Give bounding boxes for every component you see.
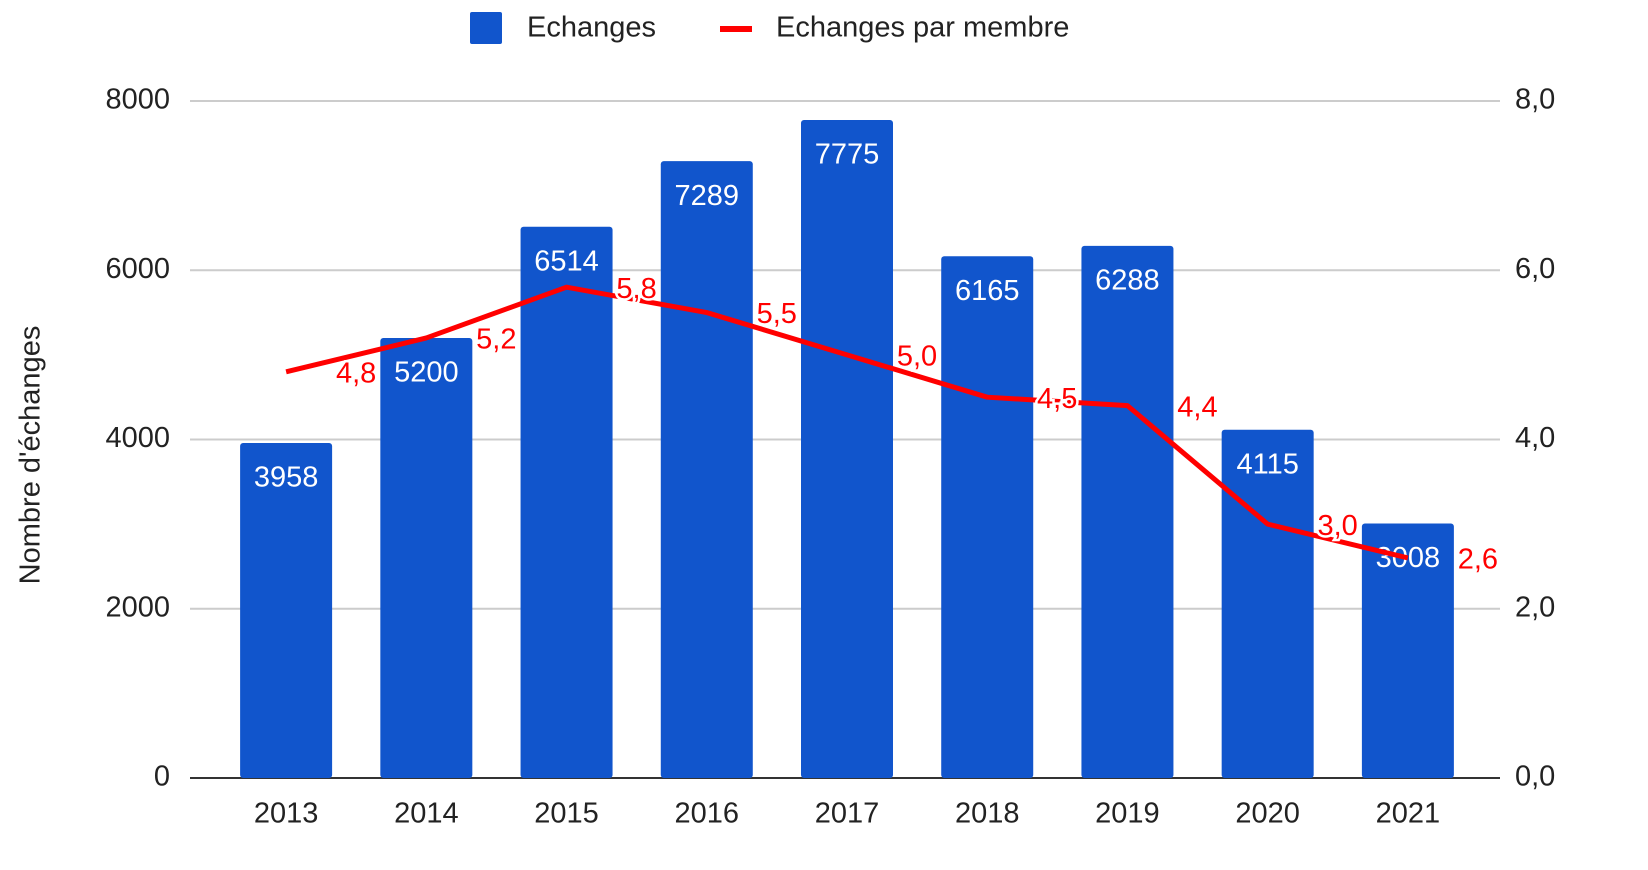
data-label: 6288 bbox=[1095, 265, 1160, 297]
y-tick-label: 0 bbox=[154, 761, 170, 793]
x-tick-label: 2018 bbox=[955, 798, 1020, 830]
x-tick-label: 2017 bbox=[815, 798, 880, 830]
bar bbox=[1081, 245, 1174, 779]
bar bbox=[1361, 523, 1454, 778]
data-label: 2,6 bbox=[1458, 544, 1498, 576]
legend-label: Echanges par membre bbox=[776, 12, 1069, 44]
x-tick-label: 2016 bbox=[675, 798, 740, 830]
data-label: 7775 bbox=[815, 139, 880, 171]
x-tick-label: 2021 bbox=[1376, 798, 1441, 830]
x-tick-label: 2019 bbox=[1095, 798, 1160, 830]
y-tick-label: 6000 bbox=[105, 253, 170, 285]
x-tick-label: 2014 bbox=[394, 798, 459, 830]
bar bbox=[941, 256, 1034, 778]
data-label: 6165 bbox=[955, 275, 1020, 307]
data-label: 5,8 bbox=[616, 273, 656, 305]
legend-label: Echanges bbox=[527, 12, 656, 44]
x-tick-label: 2015 bbox=[534, 798, 599, 830]
y-tick-label: 4000 bbox=[105, 422, 170, 454]
data-label: 3,0 bbox=[1318, 510, 1358, 542]
y-tick-label: 2000 bbox=[105, 591, 170, 623]
data-label: 4,8 bbox=[336, 357, 376, 389]
bar bbox=[1221, 429, 1314, 778]
bar bbox=[240, 443, 333, 778]
y2-tick-label: 6,0 bbox=[1515, 253, 1555, 285]
x-tick-label: 2020 bbox=[1235, 798, 1300, 830]
data-label: 3008 bbox=[1376, 542, 1441, 574]
data-label: 5,0 bbox=[897, 341, 937, 373]
y2-tick-label: 0,0 bbox=[1515, 761, 1555, 793]
bar bbox=[380, 337, 473, 778]
bar bbox=[801, 120, 893, 778]
data-label: 5,5 bbox=[757, 298, 797, 330]
y2-tick-label: 8,0 bbox=[1515, 84, 1555, 116]
data-label: 5200 bbox=[394, 357, 459, 389]
x-tick-label: 2013 bbox=[254, 798, 319, 830]
bar bbox=[520, 226, 613, 778]
data-label: 4,4 bbox=[1177, 391, 1217, 423]
y2-tick-label: 2,0 bbox=[1515, 591, 1555, 623]
data-label: 4115 bbox=[1236, 448, 1298, 480]
data-label: 6514 bbox=[534, 245, 599, 277]
data-label: 3958 bbox=[254, 462, 319, 494]
data-label: 5,2 bbox=[476, 324, 516, 356]
line bbox=[285, 284, 1409, 561]
bar bbox=[660, 161, 753, 778]
data-label: 7289 bbox=[675, 180, 740, 212]
legend-swatch bbox=[470, 12, 502, 44]
y2-tick-label: 4,0 bbox=[1515, 422, 1555, 454]
y-tick-label: 8000 bbox=[105, 84, 170, 116]
y-axis-title: Nombre d'échanges bbox=[15, 326, 47, 585]
data-label: 4,5 bbox=[1037, 383, 1077, 415]
